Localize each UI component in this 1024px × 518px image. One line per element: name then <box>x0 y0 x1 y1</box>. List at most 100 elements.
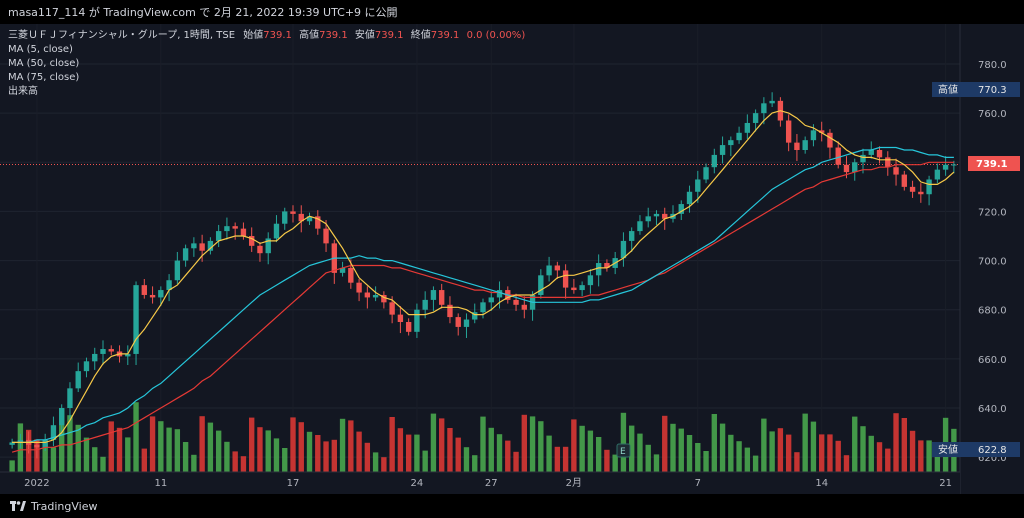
candle <box>538 269 544 299</box>
volume-bar <box>538 421 544 472</box>
volume-bar <box>662 415 668 472</box>
candle <box>463 313 470 338</box>
candle-body <box>463 319 470 327</box>
volume-bar <box>306 431 313 472</box>
last-badge-value: 739.1 <box>976 159 1008 170</box>
last-price-badge: 739.1 <box>968 156 1020 171</box>
candle-body <box>604 263 610 268</box>
candle <box>381 291 387 309</box>
volume-bar <box>439 418 445 472</box>
legend-volume[interactable]: 出来高 <box>8 84 38 97</box>
volume-bar <box>777 428 784 472</box>
candlestick-chart[interactable]: 三菱ＵＦＪフィナンシャル・グループ, 1時間, TSE 始値739.1 高値73… <box>0 24 1024 494</box>
ma50-line <box>12 146 954 443</box>
attribution-text: masa117_114 が TradingView.com で 2月 21, 2… <box>8 6 398 19</box>
brand-label: TradingView <box>31 499 98 513</box>
candle-body <box>381 294 387 303</box>
volume-bar <box>182 442 189 472</box>
volume-bar <box>934 451 941 472</box>
candle-body <box>108 349 114 352</box>
time-axis[interactable]: 2022 11 17 24 27 2月 7 14 21 <box>0 471 960 494</box>
legend-ma50[interactable]: MA (50, close) <box>8 58 79 69</box>
legend-ma75[interactable]: MA (75, close) <box>8 72 79 83</box>
candle-body <box>224 226 230 232</box>
candles[interactable] <box>9 92 957 459</box>
volume-bar <box>405 434 412 472</box>
candle-body <box>885 157 891 168</box>
candle-body <box>306 216 313 222</box>
candle <box>422 291 428 319</box>
candle <box>620 232 627 267</box>
volume-bar <box>860 426 866 472</box>
volume-bar <box>207 422 214 472</box>
time-tick-label: 14 <box>815 478 828 489</box>
candle <box>852 158 858 181</box>
candle <box>273 215 280 243</box>
volume-bar <box>885 448 891 472</box>
candle-body <box>686 191 693 205</box>
candle-body <box>397 314 404 322</box>
candle-body <box>546 265 552 276</box>
candle <box>356 279 362 302</box>
candle-body <box>232 226 238 229</box>
volume-bar <box>488 427 494 472</box>
candle-body <box>719 145 726 155</box>
candle <box>819 121 825 142</box>
volume-bar <box>546 435 552 472</box>
low-badge: 安値 622.8 <box>932 442 1020 457</box>
volume-bar <box>199 416 205 472</box>
moving-averages <box>11 110 955 453</box>
volume-bar <box>339 418 346 472</box>
earnings-event-marker[interactable]: E <box>616 443 631 458</box>
volume-bar <box>389 417 395 472</box>
volume-bar <box>521 414 527 472</box>
candle-body <box>290 211 296 214</box>
volume-bar <box>315 435 321 472</box>
candle <box>546 256 552 282</box>
volume-bar <box>455 437 461 472</box>
candle <box>678 200 684 221</box>
volume-bar <box>67 415 73 472</box>
candle-body <box>92 353 98 362</box>
candle-body <box>951 164 957 166</box>
candle <box>876 146 883 164</box>
volume-bar <box>331 439 337 472</box>
volume-bar <box>273 438 280 472</box>
price-tick-label: 760.0 <box>978 109 1007 120</box>
candle <box>232 222 238 240</box>
time-tick-label: 27 <box>485 478 498 489</box>
candle <box>653 210 660 225</box>
candle-body <box>182 248 189 261</box>
volume-bar <box>158 421 164 472</box>
candle-body <box>761 103 767 114</box>
candle <box>257 242 263 262</box>
candle-body <box>554 265 561 271</box>
candle <box>207 237 214 255</box>
price-axis[interactable]: 780.0760.0740.0720.0700.0680.0660.0640.0… <box>959 24 1024 494</box>
candle <box>488 291 494 311</box>
candle-body <box>876 150 883 158</box>
volume-bar <box>472 455 478 472</box>
legend-ma5[interactable]: MA (5, close) <box>8 44 73 55</box>
time-tick-label: 2022 <box>24 478 49 489</box>
chart-area[interactable]: 三菱ＵＦＪフィナンシャル・グループ, 1時間, TSE 始値739.1 高値73… <box>0 24 1024 494</box>
volume-bar <box>496 434 503 472</box>
candle-body <box>455 317 461 327</box>
volume-bar <box>909 430 916 472</box>
tradingview-logo[interactable]: TradingView <box>10 500 97 513</box>
volume-bar <box>819 434 825 472</box>
candle <box>323 220 329 252</box>
candle-body <box>752 113 759 123</box>
candle <box>719 136 726 164</box>
candle-body <box>149 294 156 298</box>
candle-body <box>59 408 65 426</box>
candle-body <box>579 285 585 291</box>
volume-bar <box>282 448 288 472</box>
candle-body <box>405 322 412 332</box>
candle <box>901 170 907 191</box>
candle-body <box>42 439 48 448</box>
volume-bar <box>769 431 775 472</box>
candle-body <box>835 147 841 165</box>
candle <box>645 207 651 228</box>
volume-bar <box>629 425 635 472</box>
